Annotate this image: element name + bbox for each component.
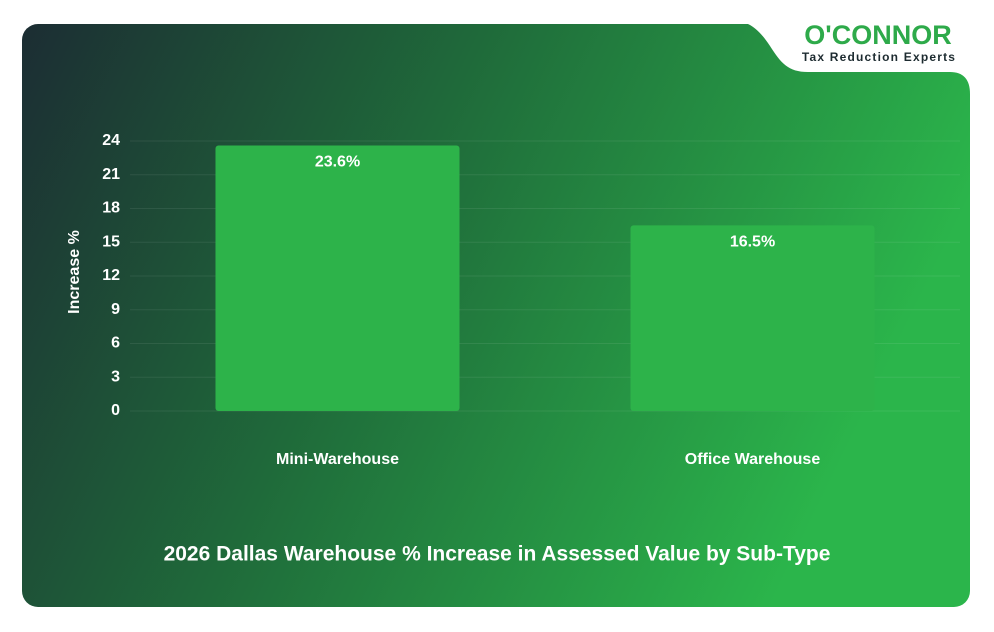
y-axis-label: Increase % [66,230,83,314]
y-tick-label: 18 [102,200,120,217]
x-tick-label: Mini-Warehouse [276,451,399,468]
y-tick-label: 21 [102,166,120,183]
x-tick-label: Office Warehouse [685,451,821,468]
chart-title: 2026 Dallas Warehouse % Increase in Asse… [164,543,831,566]
y-tick-label: 24 [102,132,120,149]
y-tick-label: 12 [102,267,120,284]
y-tick-label: 6 [111,335,120,352]
logo-name: O'CONNOR [804,20,951,50]
bar [215,145,460,411]
logo-notch [728,20,976,94]
y-tick-label: 9 [111,301,120,318]
y-tick-label: 15 [102,233,120,250]
logo-tagline: Tax Reduction Experts [802,50,956,64]
value-label: 23.6% [315,154,360,171]
value-label: 16.5% [730,234,775,251]
bar [630,225,875,411]
y-tick-label: 0 [111,402,120,419]
y-tick-label: 3 [111,368,120,385]
